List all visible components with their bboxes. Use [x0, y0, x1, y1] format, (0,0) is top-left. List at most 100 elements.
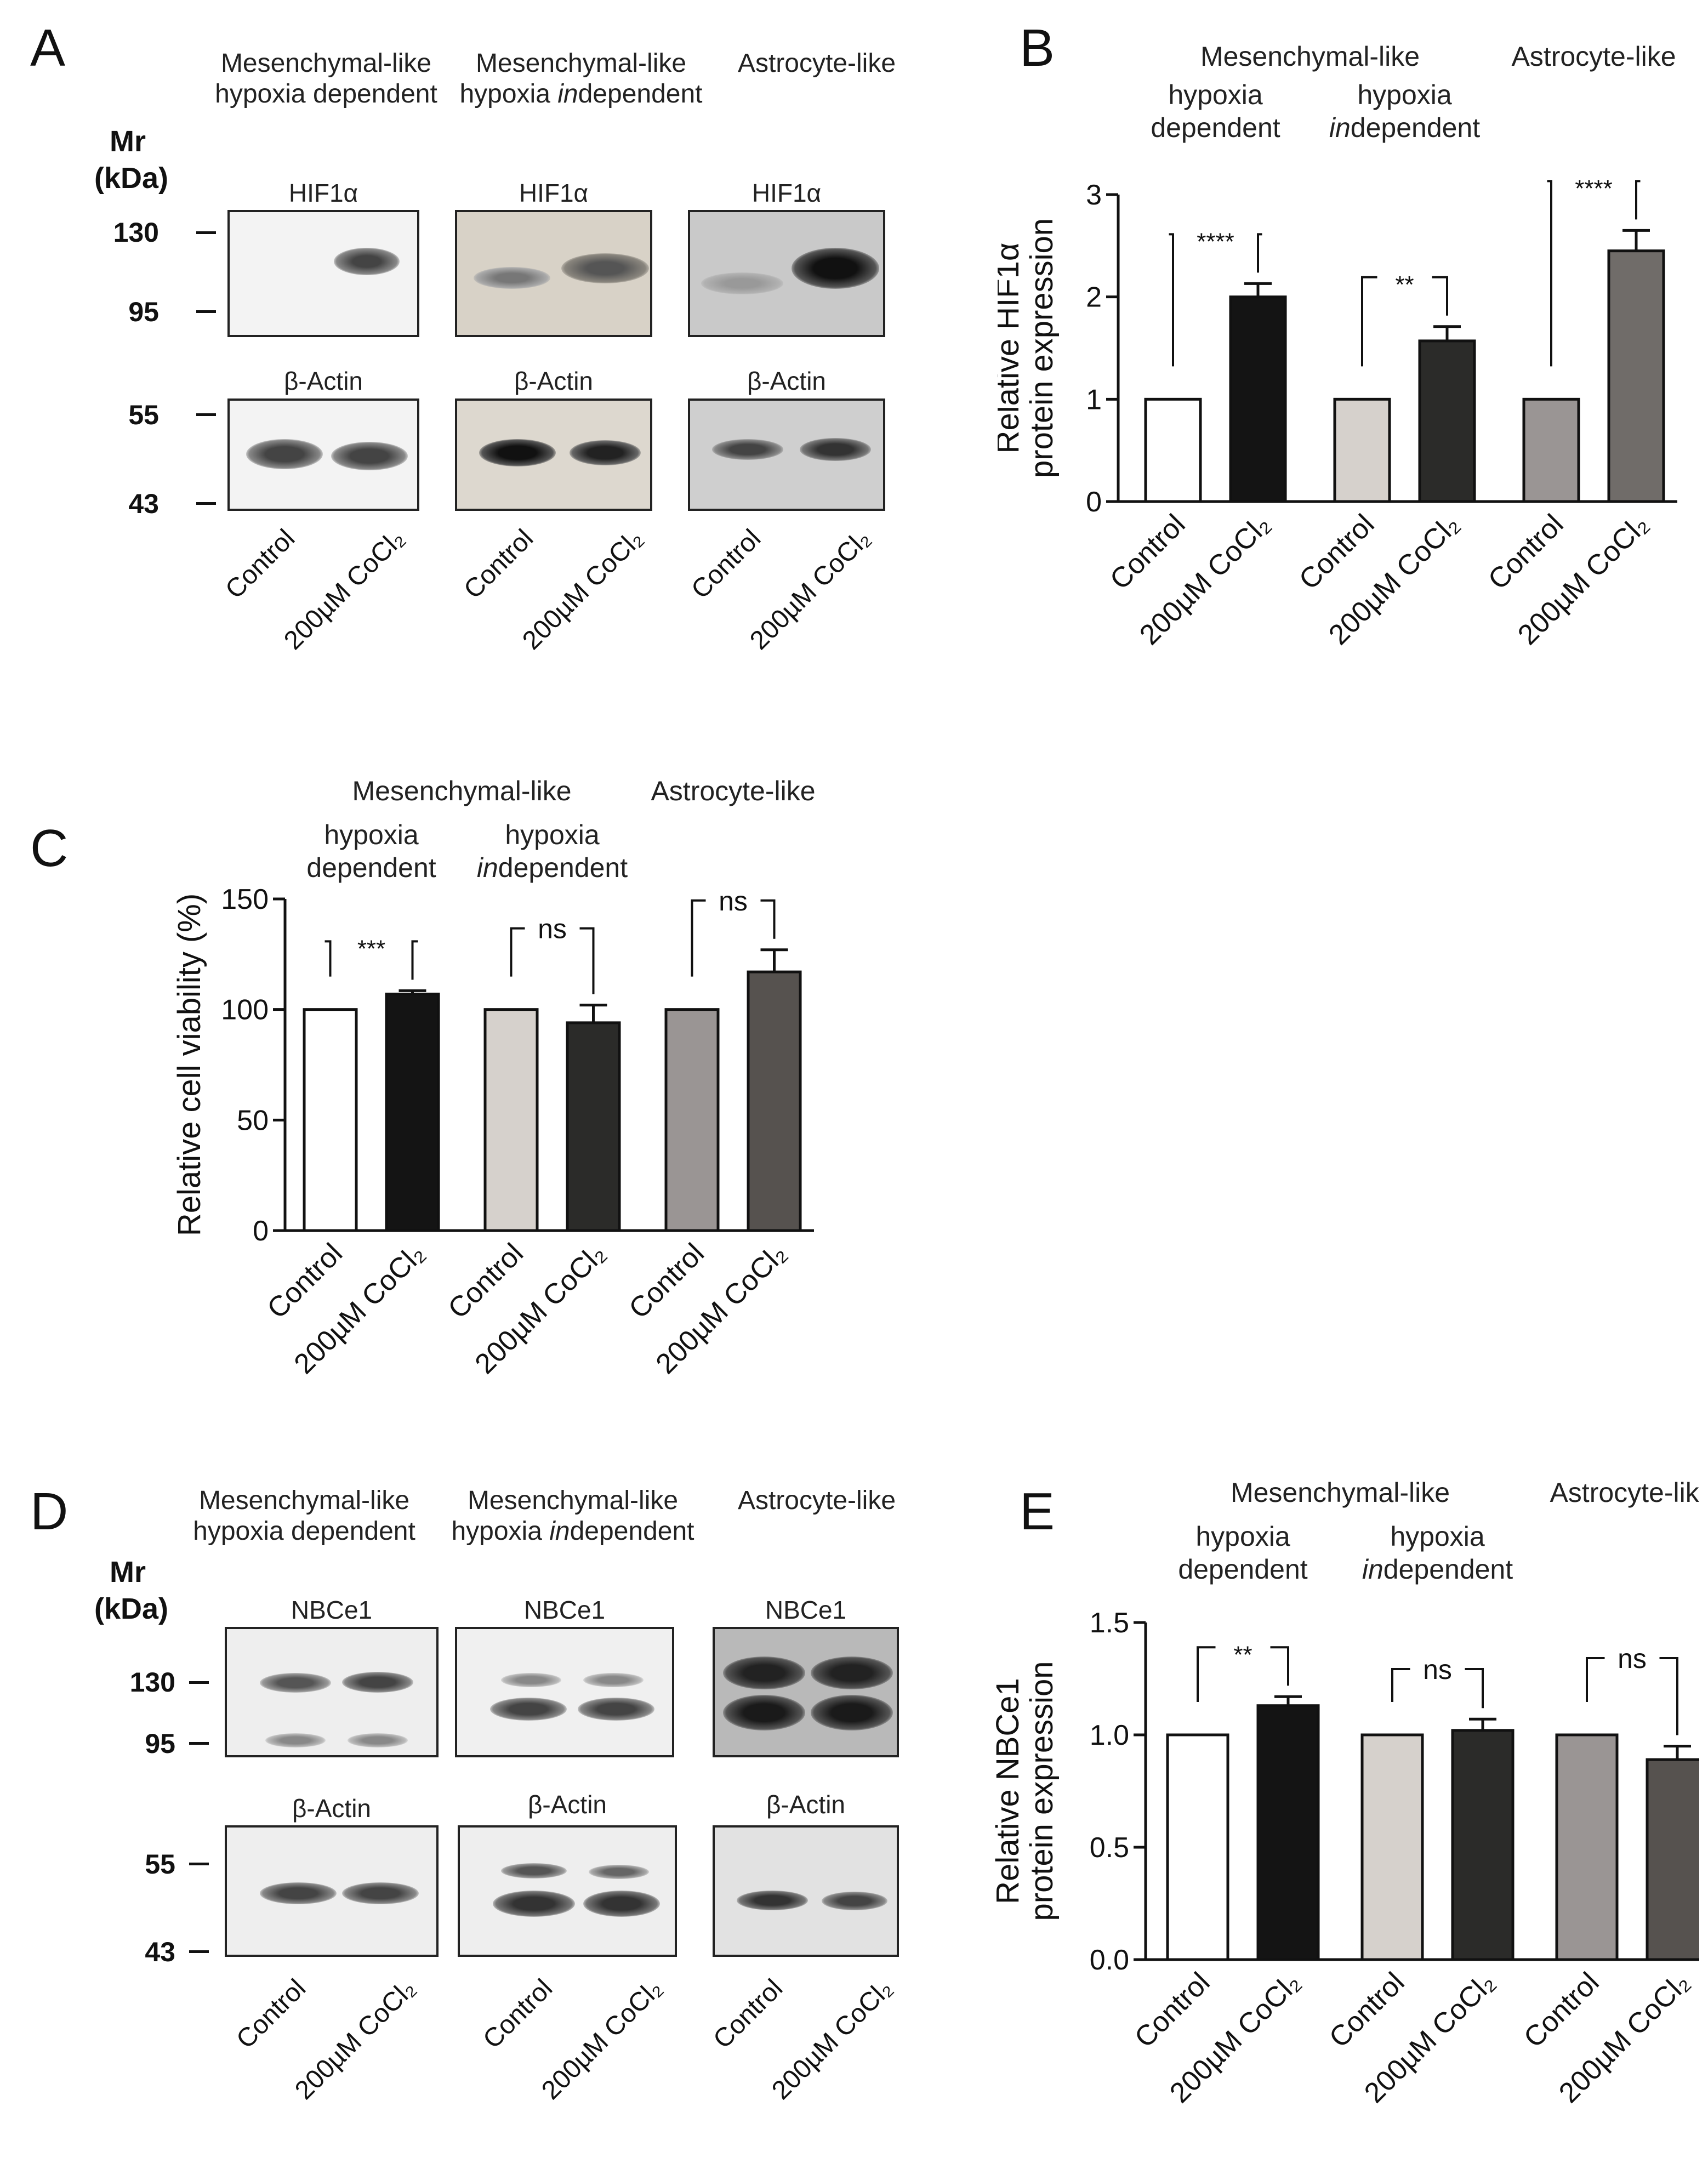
blot-band [822, 1892, 887, 1910]
significance-bracket [691, 899, 706, 977]
significance-bracket [1257, 233, 1262, 273]
significance-bracket [1432, 276, 1448, 316]
mw-marker: 130 [113, 217, 159, 248]
group-header: Mesenchymal-like [352, 776, 571, 806]
y-tick-label: 100 [221, 994, 269, 1026]
blot-band [701, 272, 783, 294]
panel-letter-b: B [1020, 19, 1055, 77]
group-subheader: independent [1329, 112, 1480, 143]
blot-band [479, 439, 556, 466]
y-axis-label: protein expression [1024, 218, 1060, 478]
group-header: Mesenchymal-like [1200, 41, 1420, 72]
mw-marker: 43 [128, 488, 159, 519]
blot-title: β-Actin [283, 367, 363, 395]
bar [385, 992, 440, 1232]
y-axis-label: Relative cell viability (%) [172, 893, 207, 1236]
significance-bracket [1465, 1668, 1484, 1709]
y-axis-label: Relative HIF1α [998, 243, 1026, 454]
panel-letter-e: E [1020, 1482, 1055, 1541]
group-header: Mesenchymal-like [1231, 1477, 1450, 1508]
suffix: dependent [1351, 112, 1480, 143]
bar [1166, 1733, 1229, 1961]
blot-band [583, 1673, 644, 1687]
group-line1: Astrocyte-like [737, 1486, 896, 1515]
y-tick-label: 0 [253, 1215, 269, 1247]
blot-image-hif1a-1 [227, 210, 419, 337]
significance-label: ns [719, 886, 748, 916]
y-tick-label: 3 [1086, 179, 1102, 211]
blot-image-actin-2 [455, 398, 652, 511]
suffix: dependent [1384, 1554, 1513, 1585]
significance-bracket [1659, 1657, 1678, 1735]
significance-label: **** [1575, 175, 1613, 202]
x-tick-label: Control [1104, 508, 1192, 596]
group-subheader: hypoxia [1168, 79, 1263, 110]
blot-group-header: Astrocyte-like [724, 48, 910, 79]
significance-bracket [1361, 276, 1377, 367]
blot-group-header: Astrocyte-like [724, 1485, 910, 1516]
blot-image-actin-1 [227, 398, 419, 511]
bar [1144, 397, 1202, 503]
group-line1: Mesenchymal-like [198, 1486, 410, 1515]
blot-band [723, 1695, 805, 1730]
lane-label: 200µM CoCl₂ [517, 523, 649, 656]
blot-title: β-Actin [527, 1790, 607, 1819]
blot-band [501, 1863, 567, 1878]
blot-band [811, 1656, 893, 1689]
lane-label: 200µM CoCl₂ [766, 1973, 898, 2105]
blot-image-hif1a-2 [455, 210, 652, 337]
blot-group-header: Mesenchymal-like hypoxia dependent [211, 48, 441, 110]
blot-title: β-Actin [514, 367, 594, 395]
panel-letter-a: A [30, 19, 66, 77]
bar [747, 970, 802, 1232]
kda-label: (kDa) [94, 162, 169, 195]
blot-band [800, 438, 871, 461]
bar [1418, 339, 1476, 503]
bar [1229, 295, 1287, 503]
italic-prefix: in [1329, 112, 1351, 143]
panel-letter-d: D [30, 1482, 69, 1541]
blot-band [792, 248, 879, 289]
mw-tick [196, 413, 216, 416]
blot-title: β-Actin [766, 1790, 846, 1819]
group-subheader: dependent [1178, 1554, 1307, 1585]
bar [1256, 1704, 1320, 1961]
kda-label: (kDa) [94, 1592, 169, 1625]
italic-prefix: in [1362, 1554, 1384, 1585]
group-line1: Mesenchymal-like [220, 49, 432, 78]
blot-band [589, 1865, 649, 1879]
bar [664, 1008, 720, 1232]
blot-band [348, 1733, 408, 1747]
bar [483, 1008, 539, 1232]
blot-image-actin-d2 [458, 1825, 677, 1957]
group-line2: hypoxia independent [459, 79, 703, 109]
blot-band [723, 1656, 805, 1689]
blot-image-actin-3 [688, 398, 885, 511]
y-tick-label: 1.0 [1090, 1720, 1129, 1751]
blot-title: NBCe1 [523, 1596, 606, 1624]
significance-bracket [1635, 180, 1641, 220]
significance-label: *** [357, 935, 385, 962]
lane-label: 200µM CoCl₂ [289, 1973, 422, 2105]
significance-bracket [1197, 1646, 1216, 1702]
blot-title: NBCe1 [291, 1596, 373, 1624]
group-subheader: hypoxia [505, 819, 600, 850]
blot-image-actin-d3 [713, 1825, 899, 1957]
bar [1333, 397, 1391, 503]
y-tick-label: 150 [221, 884, 269, 915]
bar [1522, 397, 1580, 503]
y-tick-label: 0.5 [1090, 1832, 1129, 1864]
y-axis-label: Relative NBCe1 [990, 1678, 1026, 1904]
mr-label: Mr [110, 125, 146, 158]
y-tick-label: 1 [1086, 384, 1102, 415]
y-tick-label: 50 [237, 1105, 269, 1136]
significance-bracket [1270, 1646, 1289, 1686]
significance-bracket [1547, 180, 1552, 367]
blot-band [334, 248, 400, 275]
mw-tick [189, 1950, 209, 1953]
significance-bracket [760, 899, 776, 939]
significance-label: ns [1618, 1643, 1647, 1674]
significance-label: **** [1197, 228, 1234, 255]
